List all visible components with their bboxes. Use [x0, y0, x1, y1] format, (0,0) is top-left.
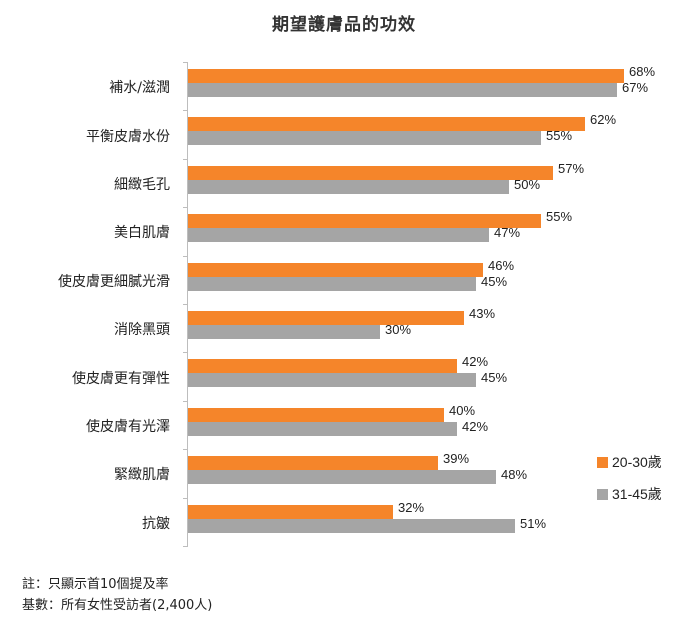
bar-20-30: [188, 311, 464, 325]
legend-item-31-45: 31-45歲: [597, 484, 662, 504]
data-label: 57%: [558, 161, 585, 176]
legend-swatch: [597, 456, 608, 468]
data-label: 55%: [546, 128, 573, 143]
axis-tick: [183, 62, 188, 63]
legend-swatch: [597, 488, 608, 500]
category-label: 消除黑頭: [114, 322, 170, 338]
data-label: 51%: [520, 516, 547, 531]
data-label: 42%: [462, 354, 489, 369]
data-label: 45%: [481, 274, 508, 289]
category-label: 使皮膚更細膩光滑: [58, 274, 170, 290]
bar-chart-plot: 補水/滋潤 68% 67% 平衡皮膚水份 62% 55% 細緻毛孔 57% 50% 美白肌膚 55%…: [58, 62, 656, 547]
category-label: 使皮膚有光澤: [86, 419, 170, 435]
data-label: 67%: [622, 80, 649, 95]
data-label: 62%: [590, 112, 617, 127]
data-label: 32%: [398, 500, 425, 515]
data-label: 55%: [546, 209, 573, 224]
category-label: 緊緻肌膚: [114, 467, 170, 483]
category-label: 平衡皮膚水份: [86, 129, 170, 145]
bar-31-45: [188, 325, 380, 339]
bar-20-30: [188, 505, 393, 519]
data-label: 43%: [469, 306, 496, 321]
chart-title: 期望護膚品的功效: [272, 15, 416, 35]
bar-31-45: [188, 180, 509, 194]
axis-tick: [183, 498, 188, 499]
category-label: 細緻毛孔: [114, 177, 170, 193]
chart-notes: 註：只顯示首10個提及率 基數：所有女性受訪者(2,400人): [22, 574, 212, 616]
data-label: 47%: [494, 225, 521, 240]
data-label: 48%: [501, 467, 528, 482]
bar-31-45: [188, 470, 496, 484]
data-label: 39%: [443, 451, 470, 466]
data-label: 68%: [629, 64, 656, 79]
bar-31-45: [188, 131, 541, 145]
axis-tick: [183, 449, 188, 450]
axis-tick: [183, 401, 188, 402]
data-label: 46%: [488, 258, 515, 273]
legend-label: 31-45歲: [612, 486, 662, 502]
bar-20-30: [188, 359, 457, 373]
data-label: 50%: [514, 177, 541, 192]
axis-tick: [183, 256, 188, 257]
axis-tick: [183, 159, 188, 160]
legend-item-20-30: 20-30歲: [597, 452, 662, 472]
axis-tick: [183, 304, 188, 305]
bar-31-45: [188, 519, 515, 533]
category-label: 抗皺: [142, 516, 170, 532]
axis-tick: [183, 110, 188, 111]
axis-tick: [183, 352, 188, 353]
base-text: 基數：所有女性受訪者(2,400人): [22, 598, 213, 613]
bar-20-30: [188, 263, 483, 277]
bar-20-30: [188, 69, 624, 83]
bar-20-30: [188, 117, 585, 131]
category-label: 補水/滋潤: [109, 80, 170, 96]
axis-tick: [183, 207, 188, 208]
data-label: 42%: [462, 419, 489, 434]
bar-20-30: [188, 456, 438, 470]
bar-20-30: [188, 408, 444, 422]
data-label: 30%: [385, 322, 412, 337]
bar-31-45: [188, 373, 476, 387]
data-label: 40%: [449, 403, 476, 418]
bar-31-45: [188, 277, 476, 291]
bar-20-30: [188, 166, 553, 180]
chart-legend: 20-30歲 31-45歲: [597, 452, 662, 516]
bar-31-45: [188, 228, 489, 242]
note-text: 註：只顯示首10個提及率: [22, 577, 169, 592]
bar-31-45: [188, 83, 617, 97]
bar-31-45: [188, 422, 457, 436]
legend-label: 20-30歲: [612, 454, 662, 470]
bar-20-30: [188, 214, 541, 228]
category-label: 使皮膚更有彈性: [72, 371, 170, 387]
category-label: 美白肌膚: [114, 225, 170, 241]
axis-tick: [183, 546, 188, 547]
data-label: 45%: [481, 370, 508, 385]
